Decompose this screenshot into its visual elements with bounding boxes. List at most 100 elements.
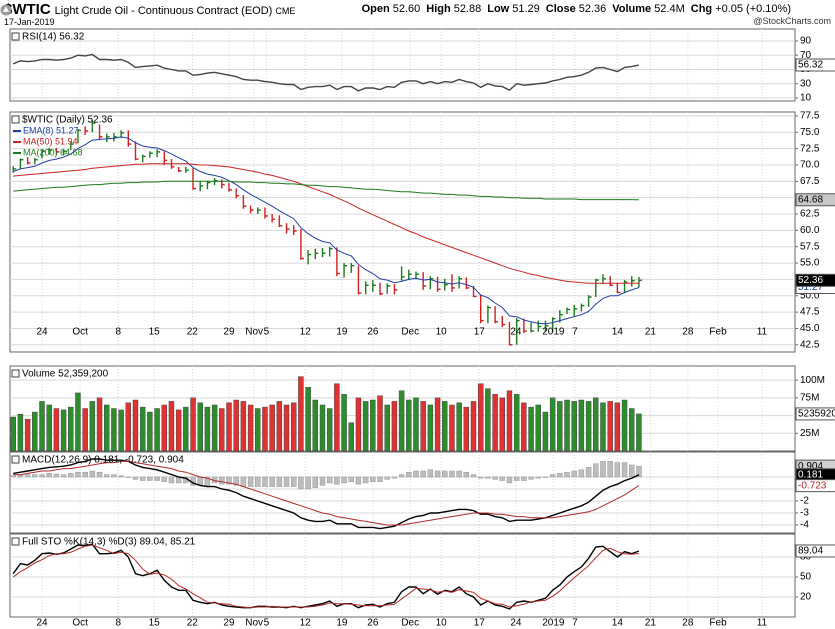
y-tick-label: -4 (800, 520, 809, 531)
volume-bar (470, 401, 477, 452)
histogram-bar (585, 467, 592, 478)
y-tick-label: 30 (800, 78, 812, 89)
histogram-bar (348, 476, 354, 482)
x-tick-label: 19 (336, 618, 348, 629)
histogram-bar (535, 476, 541, 479)
volume-bar (283, 404, 290, 452)
volume-bar (463, 406, 470, 452)
x-tick-label: 14 (612, 618, 624, 629)
histogram-bar (521, 476, 527, 481)
histogram-bar (326, 476, 333, 484)
x-tick-label: 15 (149, 327, 161, 338)
volume-bar (319, 404, 326, 452)
y-tick-label: 70 (800, 50, 812, 61)
histogram-bar (10, 475, 16, 478)
legend-label: MA(50) 51.94 (23, 136, 78, 146)
histogram-bar (132, 476, 139, 480)
histogram-bar (549, 474, 556, 478)
x-tick-label: Nov (245, 327, 263, 338)
histogram-bar (233, 476, 239, 486)
histogram-bar (154, 476, 160, 481)
volume-bar (564, 399, 570, 452)
histogram-bar (312, 476, 318, 488)
x-tick-label: 17 (474, 327, 486, 338)
volume-bar (355, 397, 362, 452)
histogram-bar (89, 470, 96, 478)
value-tag (795, 479, 835, 493)
volume-bar (211, 404, 218, 452)
x-tick-label: 10 (436, 618, 448, 629)
histogram-bar (247, 476, 254, 487)
volume-bar (593, 397, 599, 452)
volume-bar (197, 402, 203, 452)
value-tag-label: 89.04 (798, 546, 823, 557)
panel (9, 111, 796, 353)
histogram-bar (499, 476, 505, 481)
value-tag-label: 51.27 (798, 282, 823, 293)
x-tick-label: 26 (367, 618, 379, 629)
volume-bar (247, 404, 254, 452)
volume-bar (607, 401, 613, 452)
volume-bar (434, 397, 441, 452)
x-tick-label: Feb (709, 618, 727, 629)
volume-bar (240, 401, 247, 452)
indicator-line (13, 163, 639, 284)
x-tick-label: 28 (682, 618, 694, 629)
x-tick-label: 19 (336, 327, 348, 338)
volume-bar (370, 399, 376, 452)
volume-bar (427, 404, 434, 452)
volume-bar (204, 406, 211, 452)
volume-bar (125, 402, 132, 452)
volume-bar (219, 408, 225, 452)
volume-bar (17, 413, 24, 452)
volume-bar (449, 404, 455, 452)
y-tick-label: 60.0 (800, 225, 820, 236)
histogram-bar (492, 476, 498, 480)
y-tick-label: -2 (800, 496, 809, 507)
y-tick-label: 45.0 (800, 323, 820, 334)
quote-value: 52.36 (578, 3, 607, 15)
change-icon (0, 4, 12, 16)
x-tick-label: 29 (223, 618, 235, 629)
volume-bar (585, 401, 592, 452)
histogram-bar (341, 476, 347, 484)
x-tick-label: 12 (300, 618, 312, 629)
histogram-bar (240, 476, 247, 487)
y-tick-label: 77.5 (800, 111, 820, 122)
histogram-bar (53, 473, 60, 478)
volume-bar (32, 411, 38, 452)
histogram-bar (276, 476, 283, 487)
date: 17-Jan-2019 (4, 17, 55, 27)
histogram-bar (384, 476, 390, 480)
volume-bar (456, 402, 462, 452)
volume-bar (226, 402, 232, 452)
x-tick-label: 17 (474, 618, 486, 629)
volume-bar (499, 397, 505, 452)
histogram-bar (118, 475, 124, 478)
volume-bar (118, 409, 124, 452)
histogram-bar (398, 474, 405, 478)
volume-bar (513, 394, 520, 452)
volume-bar (406, 399, 412, 452)
volume-bar (326, 408, 333, 452)
volume-bar (139, 406, 146, 452)
histogram-bar (607, 461, 613, 478)
y-tick-label: 70.0 (800, 160, 820, 171)
x-tick-label: 2019 (542, 327, 565, 338)
histogram-bar (32, 474, 38, 478)
y-tick-label: 100M (800, 375, 825, 386)
value-tag (795, 407, 835, 421)
volume-bar (175, 409, 182, 452)
volume-bar (348, 422, 354, 452)
histogram-bar (600, 461, 606, 478)
indicator-line (12, 544, 639, 609)
x-tick-label: 12 (300, 327, 312, 338)
instrument-name: Light Crude Oil - Continuous Contract (E… (54, 5, 273, 17)
y-tick-label: 55.0 (800, 258, 820, 269)
histogram-bar (24, 474, 31, 478)
histogram-bar (60, 474, 67, 478)
histogram-bar (96, 471, 103, 478)
histogram-bar (470, 474, 477, 478)
y-tick-label: -3 (800, 508, 809, 519)
volume-bar (10, 416, 16, 452)
